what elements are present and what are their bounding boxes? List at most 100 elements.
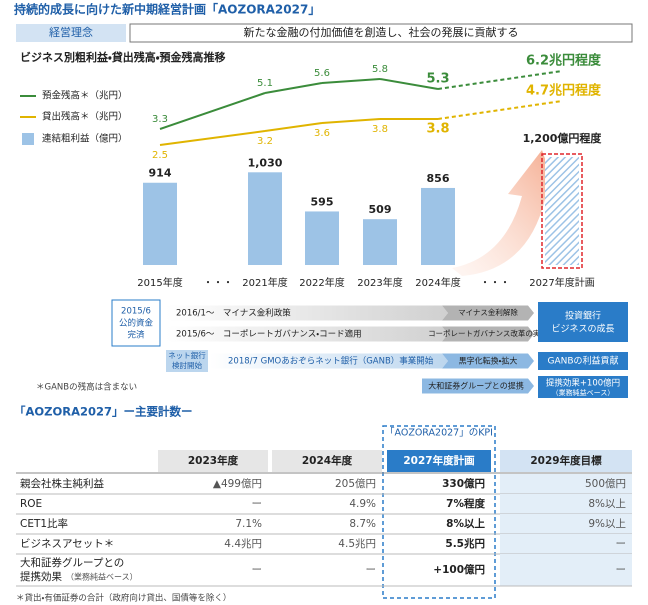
- chart-title: ビジネス別粗利益・貸出残高・預金残高推移: [20, 50, 225, 64]
- line-segment: [264, 82, 323, 94]
- kpi-cell: 4.5兆円: [338, 538, 376, 550]
- kpi-header-cell: [158, 450, 268, 472]
- policy-text: 2016/1～ マイナス金利政策: [176, 308, 291, 319]
- x-category-label: 2024年度: [415, 276, 460, 289]
- kpi-row-label: 親会社株主純利益: [20, 477, 104, 490]
- line-value-label: 3.8: [372, 124, 388, 135]
- kpi-cell: 8%以上: [588, 498, 626, 510]
- line-segment: [437, 100, 563, 120]
- kpi-cell: ー: [366, 564, 377, 576]
- kpi-cell: 330億円: [442, 477, 485, 490]
- kpi-header-cell: [500, 450, 632, 472]
- line-segment: [159, 92, 266, 130]
- line-segment: [321, 118, 381, 124]
- kpi-cell: +100億円: [433, 563, 485, 576]
- kpi-cell: 205億円: [335, 477, 376, 490]
- line-value-label: 3.8: [426, 122, 449, 137]
- outcome-text: 投資銀行: [565, 310, 601, 322]
- kpi-frame: [382, 425, 496, 599]
- page-title: 持続的成長に向けた新中期経営計画「AOZORA2027」: [14, 2, 320, 17]
- bar: [421, 187, 455, 265]
- bar: [305, 211, 339, 265]
- daiwa-text: 大和証券グループとの提携: [428, 381, 523, 391]
- x-category-label: 2015年度: [137, 276, 182, 289]
- line-value-label: 5.1: [257, 78, 273, 89]
- kpi-target-cell: [500, 534, 632, 554]
- x-category-label: 2023年度: [357, 276, 402, 289]
- bar: [363, 219, 397, 265]
- kpi-cell: ー: [616, 538, 627, 550]
- policy-result: マイナス金利解除: [458, 307, 518, 317]
- x-category-label: 2027年度計画: [529, 276, 594, 289]
- x-category-label: ・・・: [480, 278, 510, 289]
- daiwa-outcome-note: （業務純益ベース）: [552, 388, 615, 397]
- bar-value-label: 1,200億円程度: [523, 131, 603, 145]
- ganb-start-text: ネット銀行: [168, 350, 206, 360]
- policy-result-arrow: [442, 326, 534, 342]
- bar-value-label: 914: [149, 167, 172, 180]
- bar-plan: [545, 157, 579, 265]
- legend-label: 預金残高＊（兆円）: [42, 90, 128, 102]
- legend-label: 連結粗利益（億円）: [42, 133, 128, 145]
- ganb-text: 2018/7 GMOあおぞらネット銀行（GANB）事業開始: [228, 356, 434, 367]
- line-value-label: 5.8: [372, 64, 388, 75]
- ganb-outcome: GANBの利益貢献: [547, 355, 618, 367]
- growth-arrow: [452, 150, 560, 276]
- kpi-row-label-note: （業務純益ベース）: [66, 572, 138, 582]
- kpi-cell: ー: [616, 564, 627, 576]
- line-value-label: 3.2: [257, 136, 273, 147]
- kpi-label: 「AOZORA2027」のKPI: [385, 428, 493, 439]
- kpi-cell: ー: [252, 564, 263, 576]
- legend-label: 貸出残高＊（兆円）: [42, 111, 128, 123]
- start-box: [111, 299, 161, 347]
- outcome-box: [538, 302, 628, 342]
- kpi-target-cell: [500, 514, 632, 534]
- line-segment: [159, 130, 266, 146]
- kpi-target-cell: [500, 494, 632, 514]
- x-category-label: ・・・: [203, 278, 233, 289]
- daiwa-outcome-box: [538, 376, 628, 398]
- bar-value-label: 856: [427, 172, 450, 185]
- line-value-label: 5.3: [426, 72, 449, 87]
- daiwa-arrow: [422, 378, 534, 394]
- kpi-column-header: 2024年度: [302, 454, 353, 467]
- kpi-cell: 7.1%: [235, 518, 262, 530]
- philosophy: 新たな金融の付加価値を創造し、社会の発展に貢献する: [244, 25, 519, 39]
- kpi-row-label: CET1比率: [20, 517, 68, 530]
- kpi-target-cell: [500, 474, 632, 494]
- x-category-label: 2022年度: [299, 276, 344, 289]
- kpi-cell: ▲499億円: [213, 477, 262, 490]
- kpi-cell: 4.9%: [349, 498, 376, 510]
- kpi-header-cell: [387, 450, 491, 472]
- ganb-start-text: 検討開始: [172, 360, 202, 370]
- kpi-cell: 4.4兆円: [224, 538, 262, 550]
- kpi-footnote: ＊貸出・有価証券の合計（政府向け貸出、国債等を除く）: [16, 593, 231, 604]
- kpi-cell: 7%程度: [446, 497, 485, 510]
- ganb-result-arrow: [442, 353, 534, 369]
- x-category-label: 2021年度: [242, 276, 287, 289]
- kpi-row-label: 提携効果: [20, 570, 62, 583]
- kpi-column-header: 2023年度: [188, 454, 239, 467]
- start-text: 公的資金: [119, 318, 154, 329]
- line-value-label: 4.7兆円程度: [526, 83, 602, 99]
- line-segment: [379, 78, 439, 90]
- kpi-row-label: 大和証券グループとの: [20, 556, 124, 569]
- bar: [248, 172, 282, 265]
- kpi-cell: 8%以上: [446, 517, 485, 530]
- ganb-outcome-box: [538, 352, 628, 370]
- kpi-row-label: ROE: [20, 498, 42, 510]
- start-text: 完済: [127, 330, 145, 341]
- line-value-label: 3.3: [152, 114, 168, 125]
- ganb-arrow: [210, 353, 448, 369]
- bar-value-label: 1,030: [248, 156, 283, 169]
- line-value-label: 6.2兆円程度: [526, 53, 602, 69]
- kpi-column-header: 2027年度計画: [403, 454, 475, 467]
- kpi-header-cell: [272, 450, 382, 472]
- philosophy-label-box: [16, 24, 126, 42]
- policy-result-arrow: [442, 305, 534, 321]
- policy-arrow: [166, 305, 448, 321]
- kpi-row-label: ビジネスアセット＊: [20, 538, 114, 550]
- chart-note: ＊GANBの残高は含まない: [36, 382, 137, 393]
- bar-value-label: 595: [311, 195, 334, 208]
